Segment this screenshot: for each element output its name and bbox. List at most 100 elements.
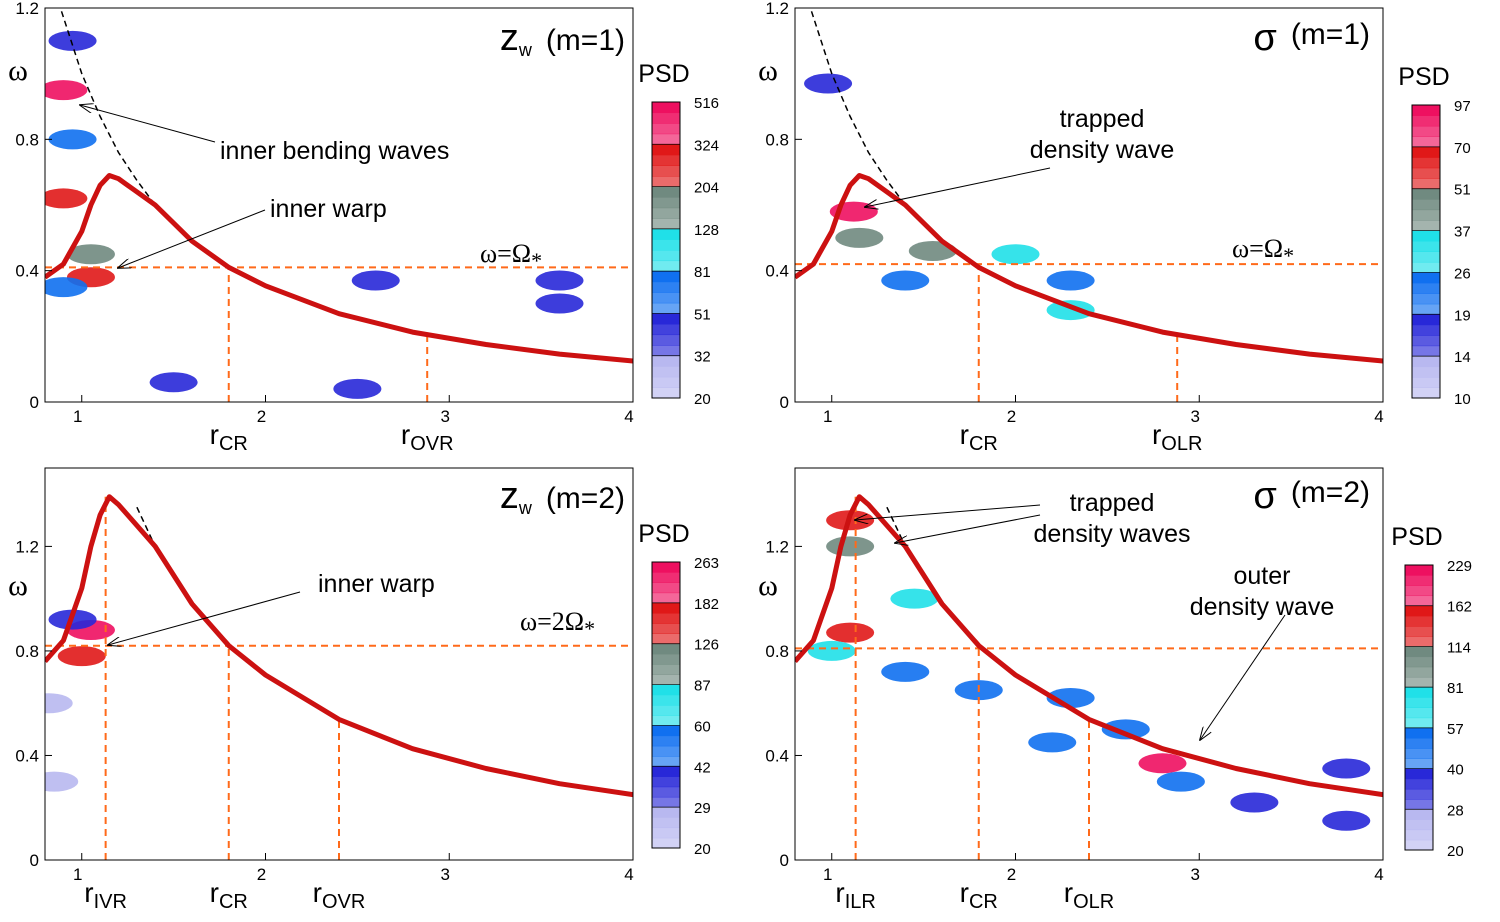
colorbar-band: [1412, 272, 1440, 284]
panel-symbol: z: [500, 17, 519, 59]
colorbar-frame: [1411, 104, 1441, 399]
psd-contour: [890, 588, 939, 609]
y-tick-label: 1.2: [15, 537, 39, 556]
pattern-label: ω=Ω*: [480, 239, 542, 273]
colorbar-band: [1405, 788, 1433, 800]
pattern-text: ω=2Ω: [520, 607, 584, 636]
colorbar-band: [652, 817, 680, 829]
colorbar-band: [652, 613, 680, 624]
resonance-symbol: r: [835, 877, 844, 908]
plot-frame: [44, 7, 634, 403]
colorbar-band: [1405, 839, 1433, 851]
annotation: density wave: [1190, 593, 1335, 621]
psd-contour: [48, 30, 97, 51]
plot-frame: [794, 7, 1384, 403]
panel-label: zw (m=1): [500, 17, 625, 60]
resonance-subscript: CR: [969, 891, 998, 913]
resonance-symbol: r: [84, 877, 93, 908]
colorbar-band: [1412, 188, 1440, 200]
colorbar-band: [1405, 687, 1433, 698]
pattern-subscript: *: [531, 248, 542, 273]
colorbar-band: [1412, 293, 1440, 305]
colorbar-band: [1405, 738, 1433, 749]
colorbar-band: [652, 176, 680, 188]
x-tick-label: 2: [1007, 407, 1016, 426]
resonance-symbol: r: [1152, 419, 1161, 450]
colorbar-band: [1412, 115, 1440, 127]
resonance-subscript: CR: [969, 433, 998, 455]
pattern-label: ω=2Ω*: [520, 607, 595, 641]
resonance-subscript: OLR: [1161, 433, 1202, 455]
colorbar-band: [652, 239, 680, 251]
psd-contour: [826, 622, 875, 643]
psd-contour: [1230, 792, 1279, 813]
panel-symbol: σ: [1253, 17, 1276, 59]
colorbar-band: [652, 281, 680, 293]
colorbar-band: [1405, 656, 1433, 668]
dashed-curve: [136, 506, 230, 644]
annotation: trapped: [1060, 105, 1145, 133]
psd-contour: [45, 188, 88, 209]
x-tick-label: 4: [1374, 865, 1383, 884]
colorbar-band: [652, 725, 680, 737]
colorbar-title: PSD: [638, 60, 689, 88]
colorbar-band: [1412, 377, 1440, 389]
colorbar-band: [1412, 230, 1440, 242]
colorbar-label: 10: [1454, 391, 1471, 408]
colorbar-band: [1405, 666, 1433, 678]
colorbar-band: [652, 756, 680, 767]
colorbar-band: [1405, 809, 1433, 820]
psd-contour: [45, 693, 73, 714]
annotation: inner warp: [270, 195, 387, 223]
colorbar-band: [1412, 199, 1440, 211]
colorbar-band: [652, 366, 680, 378]
psd-contour: [66, 244, 115, 265]
y-tick-label: 0.8: [765, 130, 789, 149]
colorbar-band: [652, 376, 680, 388]
colorbar-label: 126: [694, 637, 719, 654]
panel-symbol: z: [500, 475, 519, 517]
pattern-text: ω=Ω: [480, 239, 531, 268]
colorbar-label: 182: [694, 596, 719, 613]
colorbar-band: [652, 186, 680, 198]
colorbar-title: PSD: [638, 520, 689, 548]
colorbar-band: [1405, 778, 1433, 790]
colorbar-band: [1412, 366, 1440, 378]
resonance-subscript: IVR: [94, 891, 127, 913]
colorbar-label: 14: [1454, 349, 1471, 366]
colorbar-band: [1412, 241, 1440, 252]
colorbar-label: 51: [1454, 182, 1471, 199]
colorbar-band: [652, 715, 680, 726]
x-tick-label: 4: [1374, 407, 1383, 426]
resonance-subscript: CR: [219, 891, 248, 913]
y-tick-label: 0: [30, 393, 39, 412]
psd-contour: [1046, 300, 1095, 321]
psd-contour: [1322, 810, 1371, 831]
colorbar-band: [1412, 282, 1440, 294]
colorbar-band: [1412, 167, 1440, 179]
colorbar-label: 60: [694, 718, 711, 735]
colorbar-band: [652, 292, 680, 304]
colorbar-band: [1412, 324, 1440, 336]
colorbar-label: 20: [694, 391, 711, 408]
colorbar-band: [1412, 220, 1440, 232]
psd-contour: [57, 646, 106, 667]
plot-area: [795, 11, 1383, 402]
colorbar-band: [1412, 178, 1440, 190]
colorbar-label: 28: [1447, 802, 1464, 819]
y-tick-label: 0.8: [765, 642, 789, 661]
colorbar-band: [652, 623, 680, 634]
colorbar-band: [1412, 261, 1440, 273]
psd-contour: [826, 536, 875, 557]
resonance-label: rCR: [960, 419, 998, 455]
colorbar-band: [652, 766, 680, 777]
resonance-subscript: CR: [219, 433, 248, 455]
colorbar-band: [1405, 829, 1433, 841]
psd-contour: [535, 293, 584, 314]
colorbar-label: 37: [1454, 224, 1471, 241]
colorbar-band: [652, 102, 680, 114]
colorbar-band: [652, 643, 680, 655]
y-tick-label: 0: [30, 851, 39, 870]
annotation: trapped: [1070, 489, 1155, 517]
